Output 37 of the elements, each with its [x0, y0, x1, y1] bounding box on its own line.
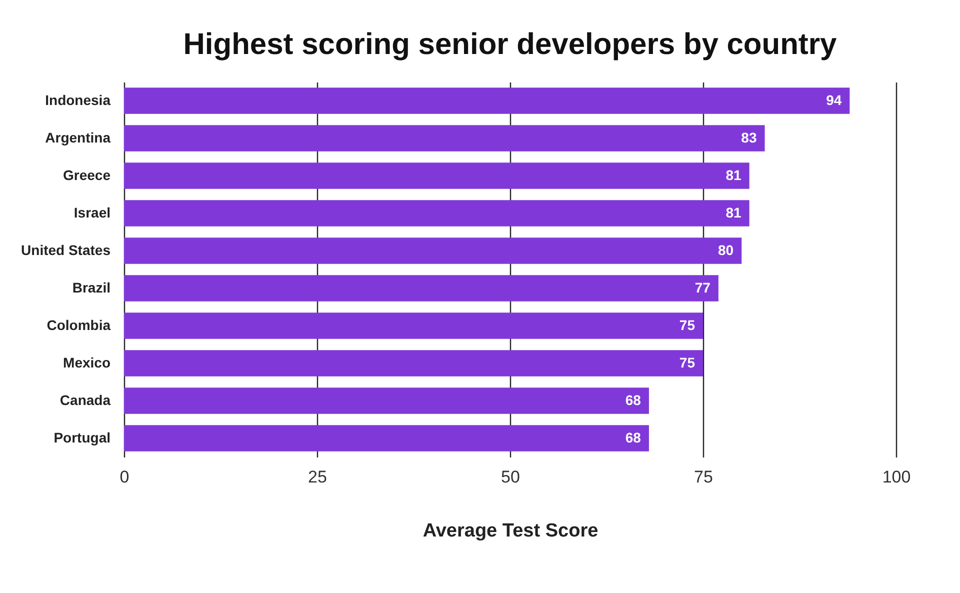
data-label: 68: [625, 392, 642, 408]
bar: [124, 312, 703, 339]
x-tick-label: 0: [120, 468, 130, 486]
bar: [124, 125, 765, 152]
y-tick-label: Greece: [63, 166, 111, 183]
y-tick-label: Mexico: [63, 354, 110, 370]
y-tick-label: Brazil: [72, 279, 110, 296]
x-tick-label: 100: [882, 468, 911, 486]
bar: [124, 238, 742, 264]
bar: [124, 88, 850, 114]
bar: [124, 200, 750, 226]
y-tick-label: Portugal: [54, 429, 110, 446]
bar: [124, 350, 703, 376]
y-tick-label: Argentina: [45, 129, 111, 146]
data-label: 81: [726, 166, 742, 183]
data-label: 75: [679, 316, 696, 333]
y-tick-label: United States: [21, 242, 111, 258]
data-label: 81: [726, 204, 742, 220]
data-label: 94: [826, 92, 842, 108]
bar: [124, 388, 649, 414]
data-label: 68: [625, 429, 642, 446]
bar: [124, 162, 750, 189]
y-tick-label: Israel: [74, 204, 110, 220]
x-tick-label: 25: [308, 468, 327, 486]
data-label: 83: [741, 129, 757, 146]
y-tick-label: Colombia: [46, 316, 111, 333]
x-tick-label: 75: [694, 468, 713, 486]
data-label: 75: [679, 354, 696, 370]
y-tick-label: Canada: [60, 392, 111, 408]
x-tick-label: 50: [501, 468, 520, 486]
y-tick-label: Indonesia: [45, 92, 111, 108]
bar: [124, 275, 718, 302]
data-label: 80: [718, 242, 734, 258]
bar: [124, 425, 649, 452]
x-axis-title: Average Test Score: [422, 520, 598, 542]
data-label: 77: [694, 279, 711, 296]
chart-title: Highest scoring senior developers by country: [183, 28, 838, 61]
